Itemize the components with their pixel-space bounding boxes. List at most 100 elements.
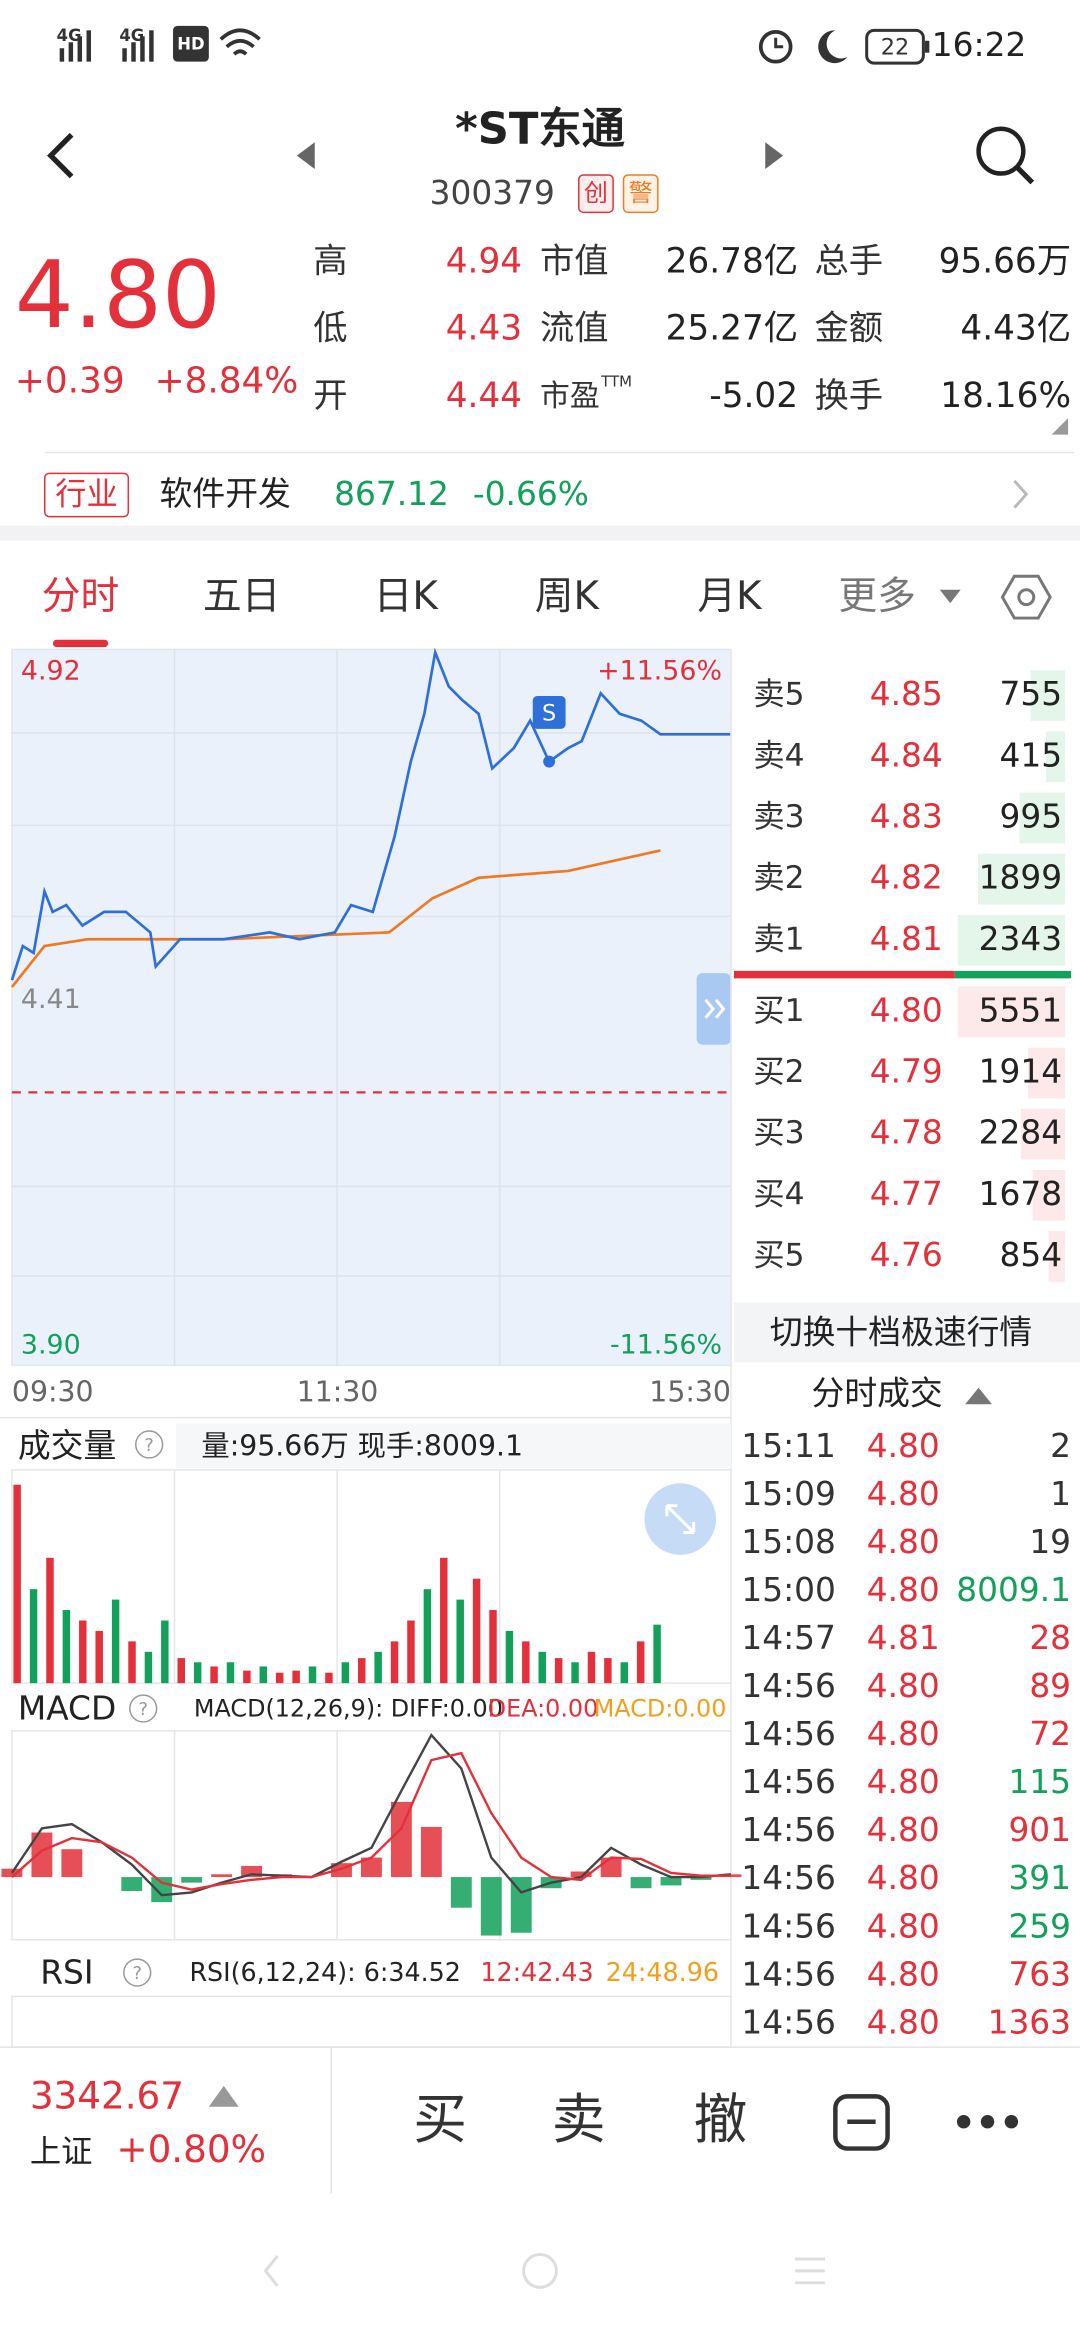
- last-price: 4.80: [15, 241, 221, 349]
- expand-arrows: [704, 998, 726, 1019]
- trade-volume: 2: [1050, 1427, 1071, 1465]
- volume-bar: [407, 1620, 415, 1684]
- sell-button[interactable]: 卖: [552, 2088, 606, 2151]
- stat-label: 总手: [814, 242, 883, 282]
- volume-bar: [111, 1599, 120, 1684]
- nav-home[interactable]: [522, 2252, 558, 2289]
- volume-bar: [456, 1599, 464, 1684]
- trade-time: 14:56: [741, 1715, 836, 1753]
- volume-plot: [11, 1469, 732, 1684]
- macd-title: MACD: [18, 1690, 116, 1728]
- tab[interactable]: 日K: [374, 574, 440, 619]
- help-icon[interactable]: [129, 1694, 158, 1723]
- macd-bar: [121, 1877, 143, 1891]
- switch-button[interactable]: [733, 1302, 1080, 1363]
- volume-bar: [79, 1620, 87, 1684]
- trade-time: 15:09: [741, 1475, 836, 1513]
- trade-price: 4.80: [867, 1523, 940, 1561]
- macd-bar: [390, 1801, 412, 1878]
- nav-bar: [263, 2252, 825, 2289]
- price-change: +0.39: [15, 360, 125, 401]
- trade-volume: 1: [1050, 1475, 1071, 1513]
- industry-change: -0.66%: [473, 475, 589, 513]
- price-grid: [11, 649, 731, 1366]
- trade-time: 14:56: [741, 1667, 836, 1705]
- search-button[interactable]: [976, 126, 1035, 185]
- back-button[interactable]: [47, 132, 74, 179]
- alarm-icon: [758, 29, 793, 64]
- trade-time: 14:56: [741, 1955, 836, 1993]
- stat-label: 换手: [814, 376, 883, 416]
- trades-arrow: [965, 1387, 992, 1405]
- book-label: 卖5: [753, 677, 804, 713]
- x-tick-label: 15:30: [649, 1376, 731, 1409]
- book-label: 买2: [753, 1054, 804, 1090]
- stat-value: -5.02: [709, 376, 798, 416]
- volume-bar: [604, 1658, 612, 1684]
- nav-menu[interactable]: [795, 2257, 825, 2285]
- volume-bar: [259, 1666, 268, 1684]
- book-volume: 755: [999, 675, 1062, 713]
- minus-button[interactable]: [833, 2094, 890, 2151]
- volume-bar: [29, 1589, 38, 1684]
- book-label: 卖4: [753, 738, 804, 774]
- industry-chevron[interactable]: [1013, 479, 1029, 509]
- volume-bar: [144, 1651, 153, 1684]
- volume-bar: [128, 1641, 136, 1684]
- volume-bar: [374, 1651, 382, 1684]
- next-stock[interactable]: [765, 142, 784, 170]
- buy-button[interactable]: 买: [413, 2088, 467, 2151]
- avg-line: [10, 849, 661, 988]
- y-tick-label: 4.92: [21, 655, 81, 686]
- industry-name[interactable]: 软件开发: [160, 475, 291, 513]
- macd-bar: [241, 1865, 263, 1878]
- book-label: 买5: [753, 1238, 804, 1274]
- trades-title[interactable]: 分时成交: [812, 1375, 943, 1413]
- depth-bar: [1019, 792, 1066, 844]
- macd-bar: [570, 1871, 592, 1878]
- moon-icon: [818, 30, 848, 64]
- switch-label: 切换十档极速行情: [770, 1314, 1032, 1352]
- settings-button[interactable]: [1000, 574, 1052, 620]
- book-volume: 995: [999, 797, 1062, 835]
- pct-label: -11.56%: [610, 1330, 722, 1361]
- trade-volume: 901: [1008, 1811, 1071, 1849]
- industry-tag: 行业: [55, 477, 118, 513]
- volume-bar: [554, 1658, 563, 1684]
- stock-code: 300379: [430, 174, 555, 212]
- more-button[interactable]: [956, 2115, 1019, 2129]
- macd-value: MACD:0.00: [594, 1695, 727, 1723]
- macd-params: MACD(12,26,9): DIFF:0.00: [194, 1695, 503, 1723]
- volume-bar: [390, 1641, 399, 1684]
- index-arrow: [208, 2085, 239, 2107]
- industry-tag-box[interactable]: [44, 472, 130, 518]
- stat-value: 18.16%: [940, 376, 1071, 416]
- tab[interactable]: 月K: [697, 574, 763, 619]
- macd-bar: [181, 1877, 203, 1883]
- trade-volume: 115: [1008, 1763, 1071, 1801]
- network: 4G: [57, 26, 82, 45]
- section-gap: [0, 525, 1080, 541]
- volume-bar: [653, 1624, 661, 1684]
- trade-price: 4.80: [867, 1427, 940, 1465]
- nav-back[interactable]: [263, 2255, 279, 2287]
- tab[interactable]: 五日: [203, 574, 281, 619]
- trade-marker-box: [532, 696, 566, 729]
- tab[interactable]: 更多: [838, 574, 916, 619]
- help-icon[interactable]: [123, 1958, 152, 1987]
- trade-price: 4.81: [867, 1619, 940, 1657]
- tab[interactable]: 周K: [535, 574, 601, 619]
- tab[interactable]: 分时: [42, 574, 120, 619]
- help-mark: ?: [132, 1963, 142, 1984]
- cancel-button[interactable]: 撤: [694, 2088, 748, 2151]
- stat-value: 25.27亿: [666, 309, 798, 349]
- tag: 警: [629, 179, 653, 207]
- book-price: 4.79: [870, 1053, 943, 1091]
- prev-stock[interactable]: [296, 142, 315, 170]
- depth-bar: [957, 986, 1066, 1038]
- book-volume: 1678: [979, 1175, 1062, 1213]
- price-plot: [11, 648, 732, 1367]
- help-icon[interactable]: [135, 1430, 164, 1459]
